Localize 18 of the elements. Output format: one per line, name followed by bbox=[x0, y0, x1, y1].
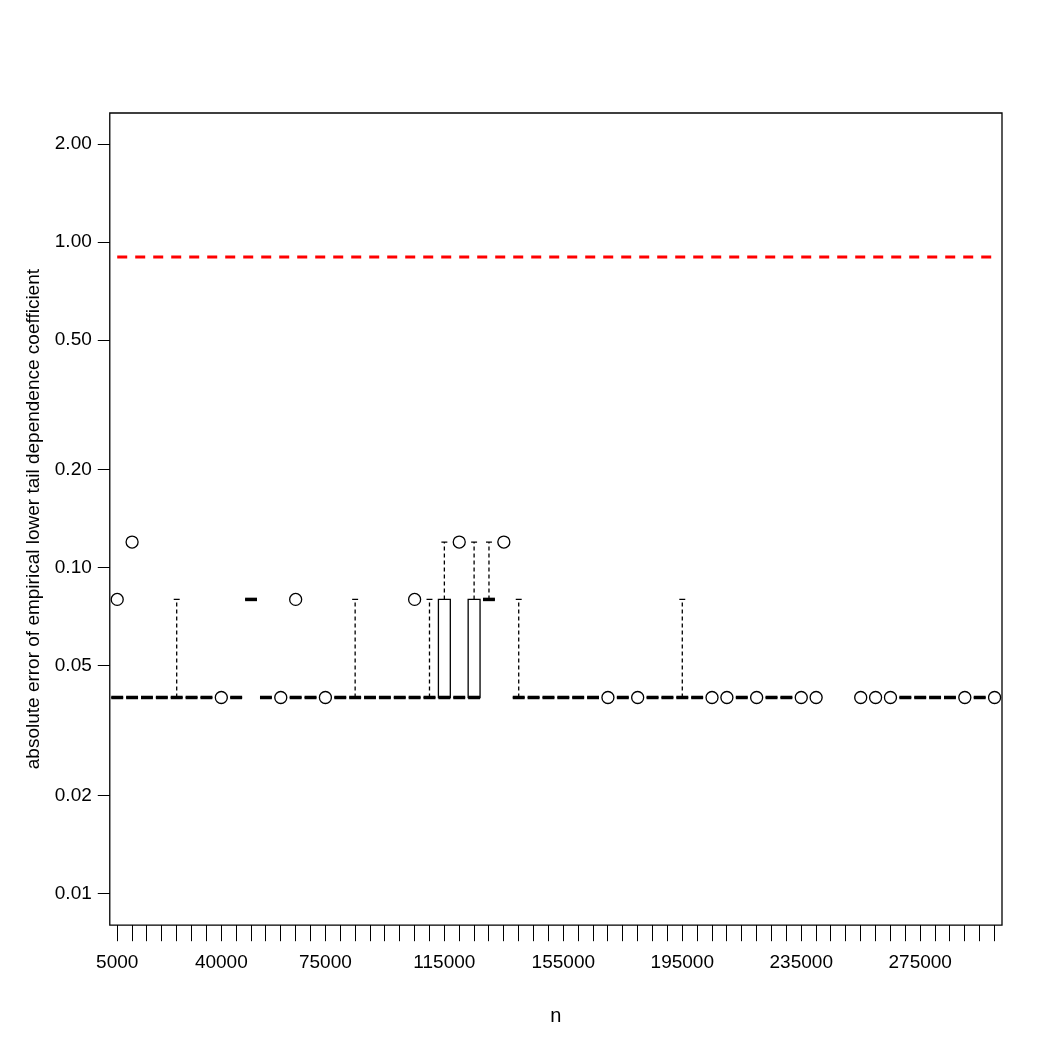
y-tick-label: 0.20 bbox=[54, 458, 92, 480]
x-tick-label: 40000 bbox=[194, 950, 248, 972]
y-tick-label: 0.50 bbox=[54, 328, 92, 350]
y-axis-title: absolute error of empirical lower tail dependence coefficient bbox=[21, 268, 43, 770]
x-tick-label: 275000 bbox=[888, 950, 952, 972]
y-tick-label: 0.05 bbox=[54, 654, 92, 676]
y-tick-label: 0.10 bbox=[54, 556, 92, 578]
x-tick-label: 5000 bbox=[96, 950, 139, 972]
x-tick-label: 195000 bbox=[650, 950, 714, 972]
y-tick-label: 0.02 bbox=[54, 783, 92, 805]
x-tick-label: 75000 bbox=[298, 950, 352, 972]
y-tick-label: 1.00 bbox=[54, 230, 92, 252]
x-axis-title: n bbox=[550, 1003, 562, 1026]
x-tick-label: 115000 bbox=[413, 950, 476, 972]
x-tick-label: 235000 bbox=[769, 950, 833, 972]
y-tick-label: 0.01 bbox=[54, 881, 92, 903]
y-tick-label: 2.00 bbox=[54, 132, 92, 154]
x-tick-label: 155000 bbox=[531, 950, 596, 972]
